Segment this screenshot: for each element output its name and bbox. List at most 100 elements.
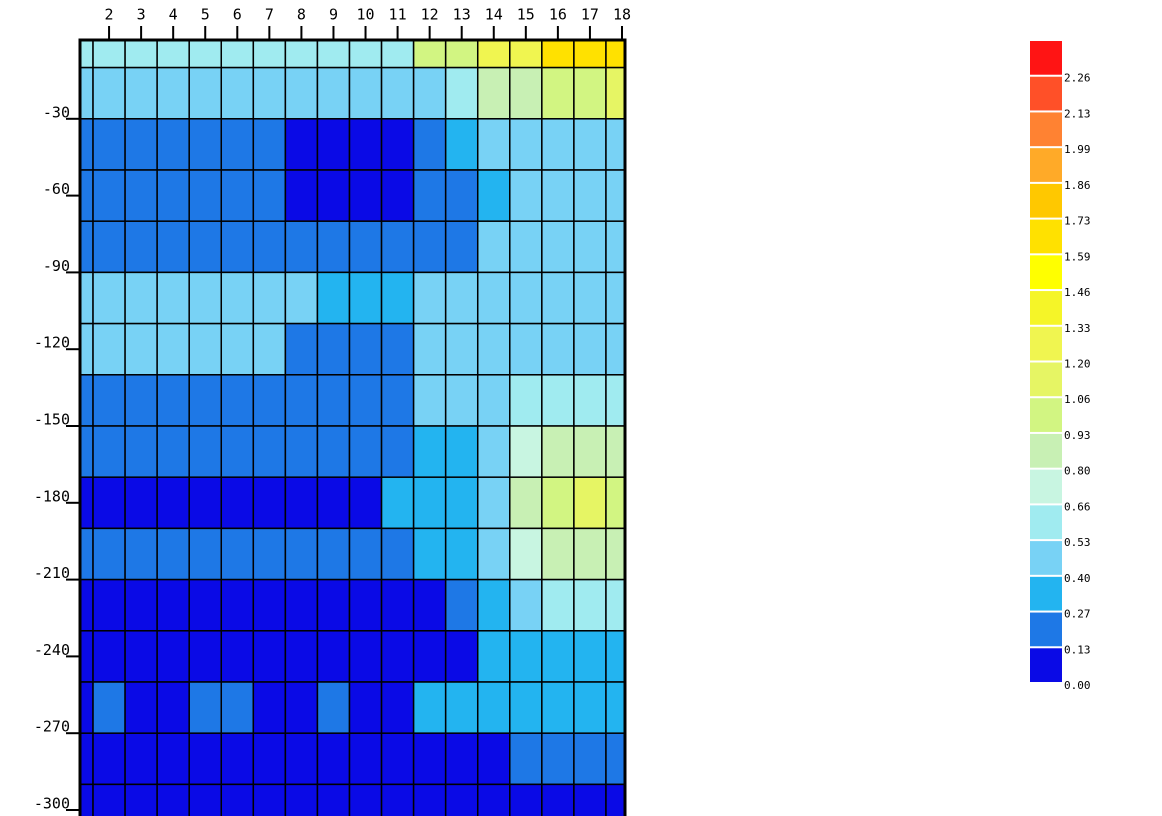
heat-cell — [380, 66, 415, 120]
x-tick-label: 14 — [485, 6, 503, 24]
heat-cell — [188, 783, 223, 816]
x-tick-label: 9 — [329, 6, 338, 24]
heat-cell — [188, 66, 223, 120]
heat-cell — [509, 681, 543, 734]
heat-cell — [444, 476, 479, 530]
heat-cell — [220, 40, 255, 69]
heat-cell — [92, 630, 126, 683]
heat-cell — [252, 118, 287, 171]
y-tick-label: -90 — [43, 257, 70, 275]
colorbar-box — [1030, 183, 1062, 218]
colorbar-label: 0.93 — [1064, 429, 1091, 442]
x-tick-label: 7 — [265, 6, 274, 24]
heat-cell — [605, 220, 625, 274]
colorbar-box — [1030, 291, 1062, 325]
heat-cell — [605, 681, 625, 734]
heat-cell — [573, 66, 607, 120]
heat-cell — [156, 220, 190, 274]
heat-cell — [541, 169, 575, 222]
heat-cell — [188, 425, 223, 478]
heat-cell — [380, 681, 415, 734]
heat-cell — [284, 630, 319, 683]
heat-cell — [124, 374, 158, 427]
heat-cell — [252, 783, 287, 816]
heat-cell — [188, 220, 223, 274]
heat-cell — [316, 578, 351, 632]
colorbar-box — [1030, 398, 1062, 432]
colorbar-label: 0.40 — [1064, 572, 1091, 585]
heat-cell — [188, 732, 223, 786]
heat-cell — [444, 322, 479, 376]
heat-cell — [124, 220, 158, 274]
colorbar-box — [1030, 112, 1062, 147]
heat-cell — [380, 476, 415, 530]
heat-cell — [220, 220, 255, 274]
heat-cell — [348, 40, 383, 69]
heat-cell — [509, 783, 543, 816]
heat-cell — [316, 66, 351, 120]
heat-cell — [476, 374, 511, 427]
heat-cell — [412, 220, 447, 274]
heat-cell — [444, 578, 479, 632]
heat-cell — [348, 476, 383, 530]
heat-cell — [92, 732, 126, 786]
heat-cell — [412, 425, 447, 478]
heat-cell — [220, 374, 255, 427]
heat-cell — [412, 271, 447, 325]
heat-cell — [316, 783, 351, 816]
heat-cell — [605, 476, 625, 530]
heat-cell — [252, 374, 287, 427]
heat-cell — [124, 169, 158, 222]
x-tick-label: 17 — [581, 6, 599, 24]
heat-cell — [284, 271, 319, 325]
heat-cell — [476, 66, 511, 120]
heat-cell — [444, 732, 479, 786]
heat-cell — [509, 732, 543, 786]
heat-cell — [412, 40, 447, 69]
heat-cell — [284, 681, 319, 734]
x-tick-label: 8 — [297, 6, 306, 24]
heat-cell — [476, 476, 511, 530]
heat-cell — [444, 271, 479, 325]
y-tick-label: -60 — [43, 180, 70, 198]
heat-cell — [80, 40, 94, 69]
heat-cell — [412, 169, 447, 222]
heat-cell — [573, 40, 607, 69]
heat-cell — [476, 630, 511, 683]
heat-cell — [573, 578, 607, 632]
heat-cell — [252, 169, 287, 222]
x-tick-label: 3 — [137, 6, 146, 24]
colorbar-label: 0.00 — [1064, 679, 1091, 692]
heat-cell — [541, 527, 575, 581]
colorbar-box — [1030, 505, 1062, 540]
heat-cell — [316, 425, 351, 478]
heat-cell — [124, 66, 158, 120]
heat-cell — [348, 66, 383, 120]
heat-cell — [605, 630, 625, 683]
heat-cell — [316, 40, 351, 69]
heat-cell — [220, 476, 255, 530]
heat-cell — [476, 732, 511, 786]
heat-cell — [80, 425, 94, 478]
heat-cell — [284, 66, 319, 120]
heat-cell — [541, 578, 575, 632]
heat-cell — [80, 578, 94, 632]
y-tick-label: -300 — [34, 795, 70, 813]
heat-cell — [380, 220, 415, 274]
colorbar-label: 1.86 — [1064, 179, 1091, 192]
y-tick-label: -30 — [43, 103, 70, 121]
colorbar-box — [1030, 76, 1062, 111]
heat-cell — [124, 425, 158, 478]
x-tick-label: 4 — [169, 6, 178, 24]
colorbar-label: 1.59 — [1064, 250, 1091, 263]
heat-cell — [188, 169, 223, 222]
heat-cell — [605, 118, 625, 171]
heat-cell — [509, 578, 543, 632]
colorbar-box — [1030, 41, 1062, 75]
heat-cell — [284, 578, 319, 632]
heat-cell — [220, 322, 255, 376]
heat-cell — [541, 271, 575, 325]
heat-cell — [605, 374, 625, 427]
